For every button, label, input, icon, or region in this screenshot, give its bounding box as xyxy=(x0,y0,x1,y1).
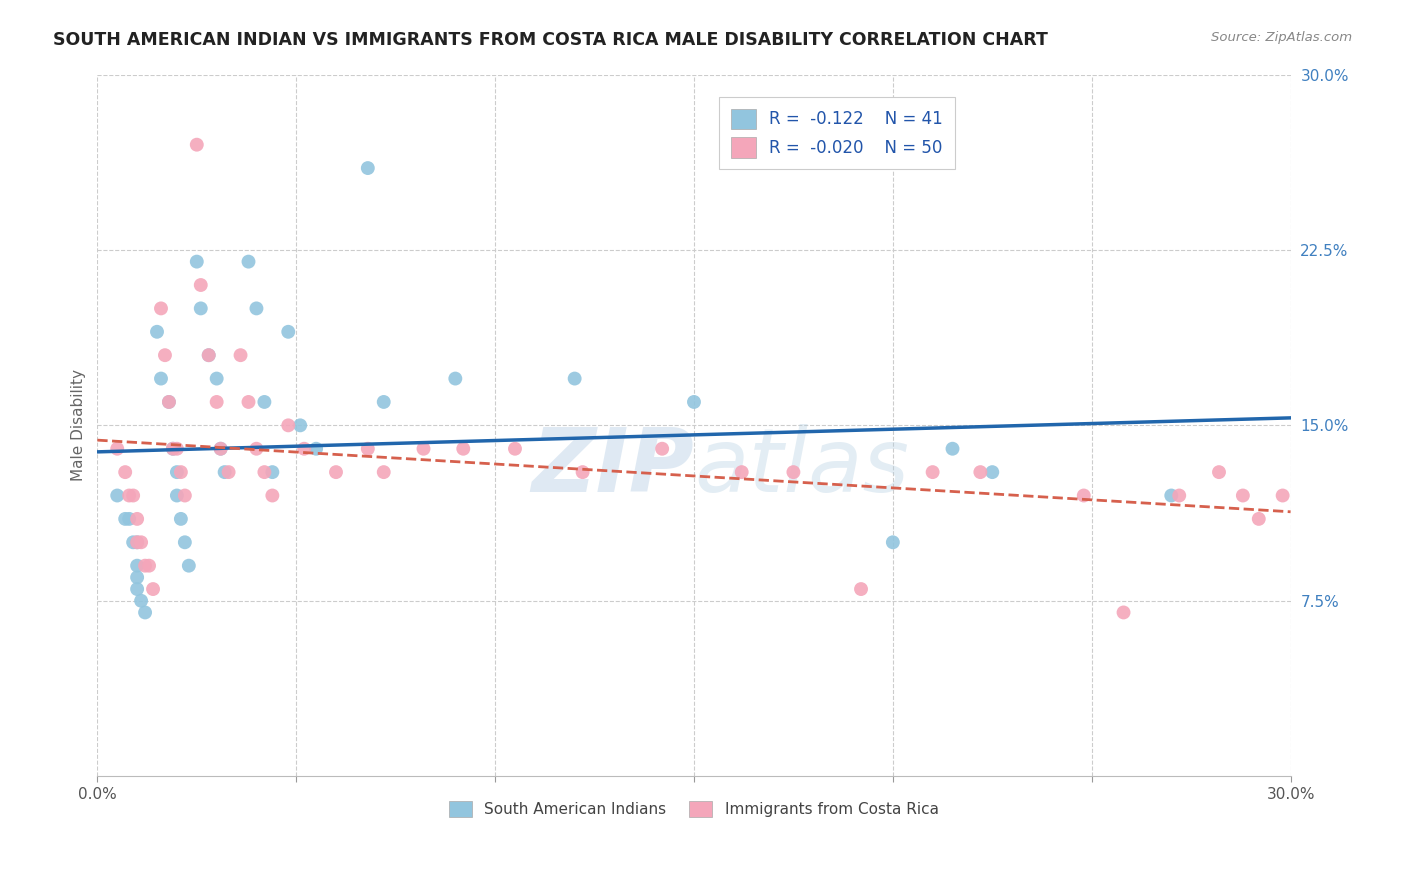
Point xyxy=(981,465,1004,479)
Point xyxy=(127,570,149,584)
Point xyxy=(941,442,963,456)
Point xyxy=(969,465,991,479)
Point xyxy=(290,418,312,433)
Point xyxy=(782,465,804,479)
Point xyxy=(1271,489,1294,503)
Point xyxy=(205,371,228,385)
Point xyxy=(173,489,195,503)
Point xyxy=(921,465,943,479)
Point xyxy=(129,535,152,549)
Point xyxy=(292,442,315,456)
Point xyxy=(453,442,475,456)
Point xyxy=(150,301,173,316)
Y-axis label: Male Disability: Male Disability xyxy=(72,369,86,482)
Point xyxy=(127,582,149,596)
Point xyxy=(157,395,180,409)
Text: atlas: atlas xyxy=(695,425,908,510)
Point xyxy=(218,465,240,479)
Point xyxy=(357,442,380,456)
Point xyxy=(129,593,152,607)
Point xyxy=(146,325,169,339)
Point xyxy=(651,442,673,456)
Point xyxy=(849,582,872,596)
Legend: South American Indians, Immigrants from Costa Rica: South American Indians, Immigrants from … xyxy=(441,793,946,825)
Point xyxy=(114,512,136,526)
Point xyxy=(253,395,276,409)
Point xyxy=(1208,465,1230,479)
Point xyxy=(118,489,141,503)
Point xyxy=(731,465,754,479)
Point xyxy=(138,558,160,573)
Point xyxy=(277,418,299,433)
Point xyxy=(134,558,156,573)
Point xyxy=(305,442,328,456)
Point xyxy=(238,395,260,409)
Point xyxy=(186,254,208,268)
Point xyxy=(214,465,236,479)
Point xyxy=(190,301,212,316)
Point xyxy=(277,325,299,339)
Point xyxy=(166,489,188,503)
Point xyxy=(1073,489,1095,503)
Point xyxy=(571,465,593,479)
Point xyxy=(229,348,252,362)
Point xyxy=(262,489,284,503)
Point xyxy=(209,442,232,456)
Point xyxy=(245,301,267,316)
Point xyxy=(325,465,347,479)
Point xyxy=(186,137,208,152)
Point xyxy=(177,558,200,573)
Point xyxy=(170,465,193,479)
Point xyxy=(197,348,219,362)
Point xyxy=(238,254,260,268)
Point xyxy=(166,442,188,456)
Point xyxy=(444,371,467,385)
Text: SOUTH AMERICAN INDIAN VS IMMIGRANTS FROM COSTA RICA MALE DISABILITY CORRELATION : SOUTH AMERICAN INDIAN VS IMMIGRANTS FROM… xyxy=(53,31,1049,49)
Point xyxy=(503,442,526,456)
Point xyxy=(153,348,176,362)
Point xyxy=(150,371,173,385)
Point xyxy=(564,371,586,385)
Point xyxy=(1232,489,1254,503)
Point xyxy=(122,489,145,503)
Point xyxy=(1168,489,1191,503)
Point xyxy=(683,395,706,409)
Point xyxy=(190,278,212,293)
Point xyxy=(205,395,228,409)
Point xyxy=(882,535,904,549)
Text: Source: ZipAtlas.com: Source: ZipAtlas.com xyxy=(1212,31,1353,45)
Point xyxy=(127,535,149,549)
Point xyxy=(127,558,149,573)
Point xyxy=(197,348,219,362)
Point xyxy=(170,512,193,526)
Point xyxy=(209,442,232,456)
Point xyxy=(105,489,128,503)
Point xyxy=(162,442,184,456)
Point xyxy=(1247,512,1270,526)
Point xyxy=(162,442,184,456)
Point xyxy=(1112,606,1135,620)
Point xyxy=(142,582,165,596)
Point xyxy=(253,465,276,479)
Point xyxy=(157,395,180,409)
Point xyxy=(118,512,141,526)
Point xyxy=(134,606,156,620)
Point xyxy=(173,535,195,549)
Point xyxy=(245,442,267,456)
Point xyxy=(114,465,136,479)
Point xyxy=(105,442,128,456)
Text: ZIP: ZIP xyxy=(531,424,695,511)
Point xyxy=(412,442,434,456)
Point xyxy=(262,465,284,479)
Point xyxy=(357,161,380,175)
Point xyxy=(373,395,395,409)
Point xyxy=(373,465,395,479)
Point xyxy=(127,535,149,549)
Point xyxy=(127,512,149,526)
Point xyxy=(122,535,145,549)
Point xyxy=(166,465,188,479)
Point xyxy=(1160,489,1182,503)
